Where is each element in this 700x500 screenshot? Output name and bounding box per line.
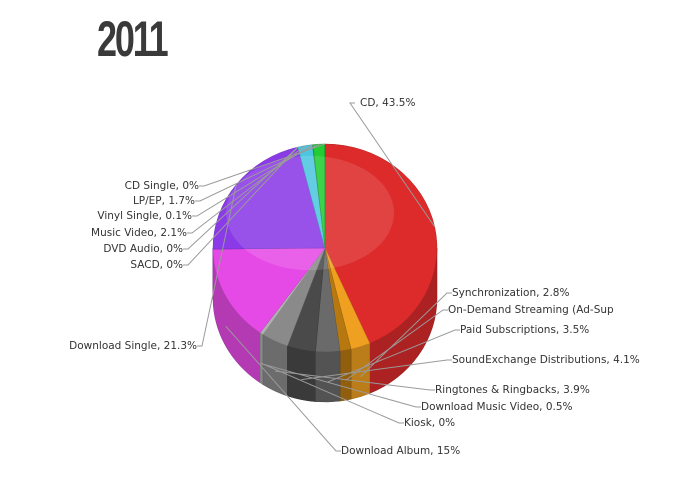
leader-line-2 xyxy=(345,309,448,381)
slice-label-12: Music Video, 2.1% xyxy=(91,227,187,239)
leader-line-15 xyxy=(199,143,326,187)
slice-label-15: CD Single, 0% xyxy=(125,180,199,192)
slice-label-3: Paid Subscriptions, 3.5% xyxy=(460,324,589,336)
slice-label-7: Kiosk, 0% xyxy=(404,417,455,429)
slice-labels: CD, 43.5% Synchronization, 2.8% On-Demand … xyxy=(69,97,640,457)
leader-line-12 xyxy=(187,145,306,234)
slice-label-2: On-Demand Streaming (Ad-Sup xyxy=(448,304,614,316)
leader-line-4 xyxy=(301,359,452,381)
pie-slice-8 xyxy=(212,247,326,334)
leader-line-11 xyxy=(183,146,299,250)
slice-label-14: LP/EP, 1.7% xyxy=(133,195,195,207)
label-leaders xyxy=(183,102,460,452)
leader-line-9 xyxy=(197,184,237,347)
slice-label-1: Synchronization, 2.8% xyxy=(452,287,569,299)
pie-gloss xyxy=(226,155,394,271)
chart-title: 2011 xyxy=(97,11,169,67)
leader-line-13 xyxy=(192,144,313,217)
slice-label-5: Ringtones & Ringbacks, 3.9% xyxy=(435,384,590,396)
leader-line-6 xyxy=(261,363,421,408)
slice-label-8: Download Album, 15% xyxy=(341,445,460,457)
slice-label-10: SACD, 0% xyxy=(130,259,183,271)
slice-label-6: Download Music Video, 0.5% xyxy=(421,401,573,413)
leader-line-3 xyxy=(327,329,460,383)
slice-label-11: DVD Audio, 0% xyxy=(103,243,183,255)
leader-line-14 xyxy=(195,143,320,202)
slice-label-4: SoundExchange Distributions, 4.1% xyxy=(452,354,640,366)
pie-side-6 xyxy=(259,332,264,386)
slice-label-9: Download Single, 21.3% xyxy=(69,340,197,352)
leader-line-5 xyxy=(274,370,435,391)
leader-line-8 xyxy=(225,325,341,452)
leader-line-10 xyxy=(183,146,299,266)
pie-tops xyxy=(212,143,438,353)
leader-line-7 xyxy=(259,362,404,424)
slice-label-13: Vinyl Single, 0.1% xyxy=(97,210,192,222)
leader-line-0 xyxy=(349,102,436,228)
slice-label-0: CD, 43.5% xyxy=(360,97,415,109)
